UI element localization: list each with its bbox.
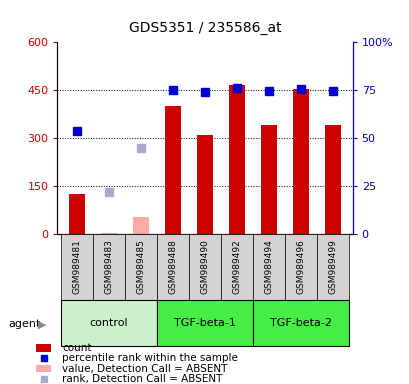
Bar	[189, 234, 220, 300]
Text: agent: agent	[8, 319, 40, 329]
Text: GDS5351 / 235586_at: GDS5351 / 235586_at	[128, 21, 281, 35]
Bar	[196, 135, 213, 234]
Bar	[36, 365, 51, 372]
Bar	[220, 234, 252, 300]
Bar	[61, 300, 157, 346]
Text: GSM989496: GSM989496	[296, 240, 305, 294]
Text: GSM989488: GSM989488	[168, 240, 177, 294]
Text: GSM989481: GSM989481	[72, 240, 81, 294]
Bar	[124, 234, 157, 300]
Bar	[252, 234, 285, 300]
Text: GSM989485: GSM989485	[136, 240, 145, 294]
Bar	[133, 217, 148, 234]
Text: control: control	[89, 318, 128, 328]
Text: TGF-beta-1: TGF-beta-1	[174, 318, 235, 328]
Bar	[61, 234, 92, 300]
Bar	[164, 106, 180, 234]
Bar	[36, 344, 51, 352]
Text: GSM989492: GSM989492	[232, 240, 241, 294]
Bar	[261, 126, 276, 234]
Bar	[229, 86, 245, 234]
Text: ▶: ▶	[38, 319, 46, 329]
Bar	[324, 126, 341, 234]
Text: GSM989494: GSM989494	[264, 240, 273, 294]
Bar	[285, 234, 317, 300]
Text: value, Detection Call = ABSENT: value, Detection Call = ABSENT	[62, 364, 227, 374]
Text: GSM989490: GSM989490	[200, 240, 209, 294]
Text: TGF-beta-2: TGF-beta-2	[270, 318, 331, 328]
Text: rank, Detection Call = ABSENT: rank, Detection Call = ABSENT	[62, 374, 222, 384]
Bar	[292, 89, 308, 234]
Bar	[101, 233, 117, 234]
Text: GSM989483: GSM989483	[104, 240, 113, 294]
Bar	[252, 300, 348, 346]
Text: count: count	[62, 343, 92, 353]
Bar	[92, 234, 124, 300]
Bar	[157, 300, 252, 346]
Bar	[68, 194, 85, 234]
Text: percentile rank within the sample: percentile rank within the sample	[62, 353, 238, 363]
Text: GSM989499: GSM989499	[328, 240, 337, 294]
Bar	[317, 234, 348, 300]
Bar	[157, 234, 189, 300]
